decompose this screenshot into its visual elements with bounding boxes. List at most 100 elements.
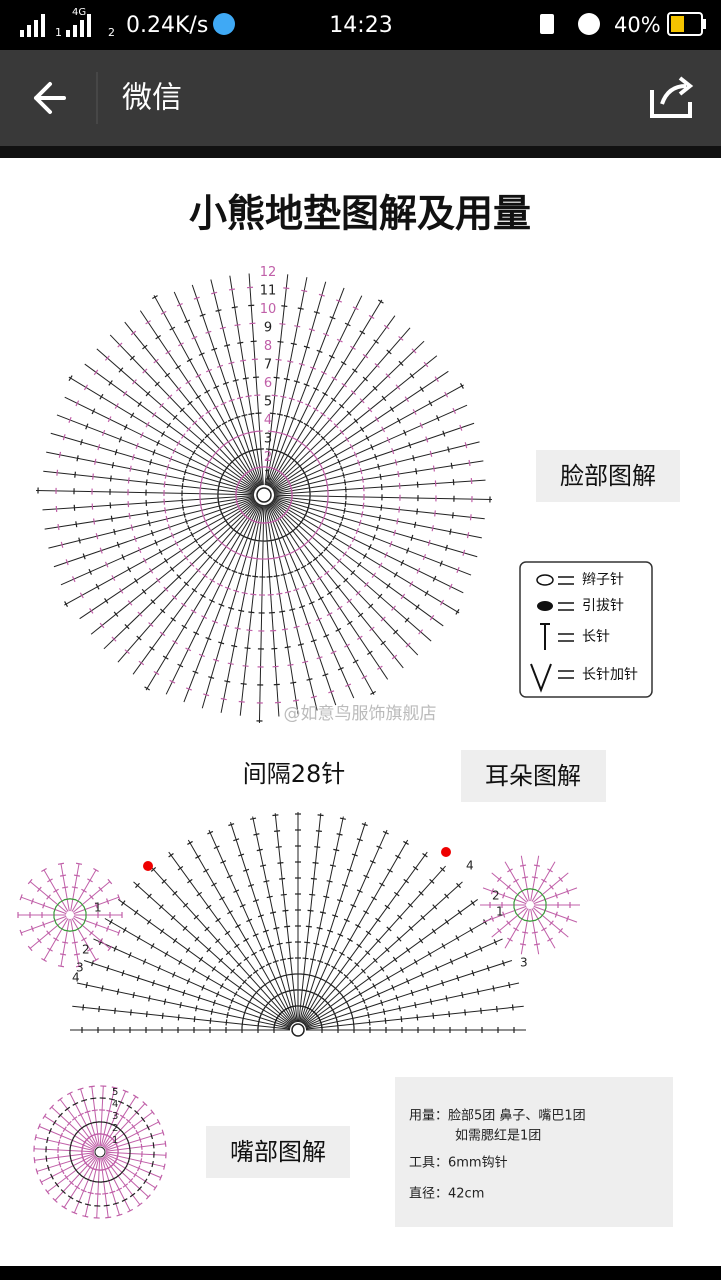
stitch-tick (549, 920, 554, 926)
stitch-tick (226, 1011, 229, 1019)
stitch-spoke (530, 855, 540, 902)
stitch-tick (247, 974, 253, 979)
stitch-tick (199, 501, 202, 508)
stitch-tick (336, 338, 343, 343)
stitch-tick (501, 960, 505, 967)
stitch-tick (384, 904, 391, 910)
stitch-tick (213, 385, 220, 389)
stitch-tick (99, 547, 103, 554)
stitch-spoke (90, 500, 257, 635)
stitch-tick (355, 528, 359, 535)
stitch-tick (253, 989, 259, 996)
stitch-spoke (165, 503, 261, 695)
stitch-tick (85, 423, 89, 430)
stitch-tick (233, 991, 238, 997)
stitch-tick (179, 1001, 182, 1009)
stitch-tick (198, 956, 204, 963)
stitch-tick (363, 910, 369, 915)
stitch-spoke (84, 363, 257, 490)
stitch-tick (53, 906, 57, 913)
stitch-tick (162, 655, 169, 660)
stitch-tick (71, 1116, 78, 1121)
stitch-tick (263, 880, 270, 883)
stitch-tick (361, 675, 368, 680)
stitch-tick (323, 895, 330, 899)
stitch-tick (448, 1011, 451, 1018)
back-button[interactable] (34, 82, 66, 114)
stitch-tick (323, 546, 329, 552)
stitch-tick (420, 914, 426, 921)
stitch-tick (107, 945, 113, 952)
stitch-tick (262, 929, 269, 933)
stitch-tick (187, 525, 191, 532)
stitch-tick (410, 989, 414, 996)
stitch-tick (418, 937, 424, 944)
stitch-spoke (50, 432, 255, 493)
stitch-tick (217, 446, 223, 452)
stitch-tick (384, 1017, 387, 1024)
stitch-tick (374, 453, 378, 460)
row-number: 9 (264, 321, 272, 336)
stitch-tick (109, 1190, 116, 1194)
status-bar (0, 0, 721, 50)
stitch-tick (203, 868, 209, 873)
stitch-tick (35, 1168, 39, 1175)
stitch-spoke (48, 496, 255, 549)
stitch-tick (316, 656, 323, 660)
stitch-tick (513, 907, 517, 914)
stitch-spoke (43, 470, 255, 495)
stitch-tick (167, 524, 171, 531)
stitch-tick (42, 921, 46, 928)
stitch-tick (329, 446, 335, 453)
stitch-tick (133, 909, 139, 916)
stitch-tick (142, 368, 148, 374)
stitch-tick (558, 928, 564, 934)
stitch-spoke (191, 284, 262, 486)
stitch-tick (241, 414, 248, 417)
stitch-tick (172, 890, 178, 896)
stitch-tick (110, 1176, 117, 1181)
stitch-tick (145, 320, 151, 325)
stitch-tick (322, 673, 329, 677)
stitch-tick (135, 882, 140, 889)
stitch-tick (207, 554, 213, 560)
stitch-spoke (100, 1087, 116, 1147)
stitch-tick (293, 380, 300, 384)
stitch-spoke (84, 1157, 100, 1217)
stitch-tick (134, 1109, 140, 1115)
stitch-spoke (267, 295, 363, 487)
stitch-tick (219, 896, 225, 901)
stitch-tick (81, 937, 87, 942)
stitch-tick (338, 403, 345, 409)
stitch-tick (543, 896, 547, 903)
article-title: 小熊地垫图解及用量 (189, 192, 531, 236)
info-line: 直径：42cm (409, 1187, 484, 1202)
stitch-tick (303, 383, 310, 387)
stitch-tick (502, 911, 506, 918)
stitch-tick (519, 864, 527, 867)
stitch-tick (114, 403, 119, 409)
stitch-tick (150, 599, 156, 605)
stitch-tick (301, 584, 308, 589)
ear-note: 间隔28针 (243, 760, 346, 788)
stitch-tick (524, 888, 531, 891)
stitch-tick (71, 1162, 76, 1169)
stitch-tick (335, 627, 342, 632)
stitch-tick (71, 886, 78, 889)
stitch-tick (95, 533, 99, 540)
share-button[interactable] (650, 76, 694, 118)
stitch-tick (289, 973, 296, 976)
row-number: 2 (264, 450, 272, 465)
stitch-tick (283, 974, 290, 977)
stitch-spoke (305, 938, 503, 1028)
stitch-tick (404, 396, 410, 403)
stitch-spoke (56, 414, 255, 492)
stitch-tick (200, 507, 204, 514)
row-number: 3 (112, 1111, 118, 1122)
stitch-tick (129, 1192, 136, 1198)
stitch-tick (298, 441, 305, 446)
stitch-tick (233, 589, 240, 593)
stitch-tick (386, 437, 391, 443)
stitch-tick (289, 608, 296, 611)
stitch-tick (379, 966, 385, 972)
